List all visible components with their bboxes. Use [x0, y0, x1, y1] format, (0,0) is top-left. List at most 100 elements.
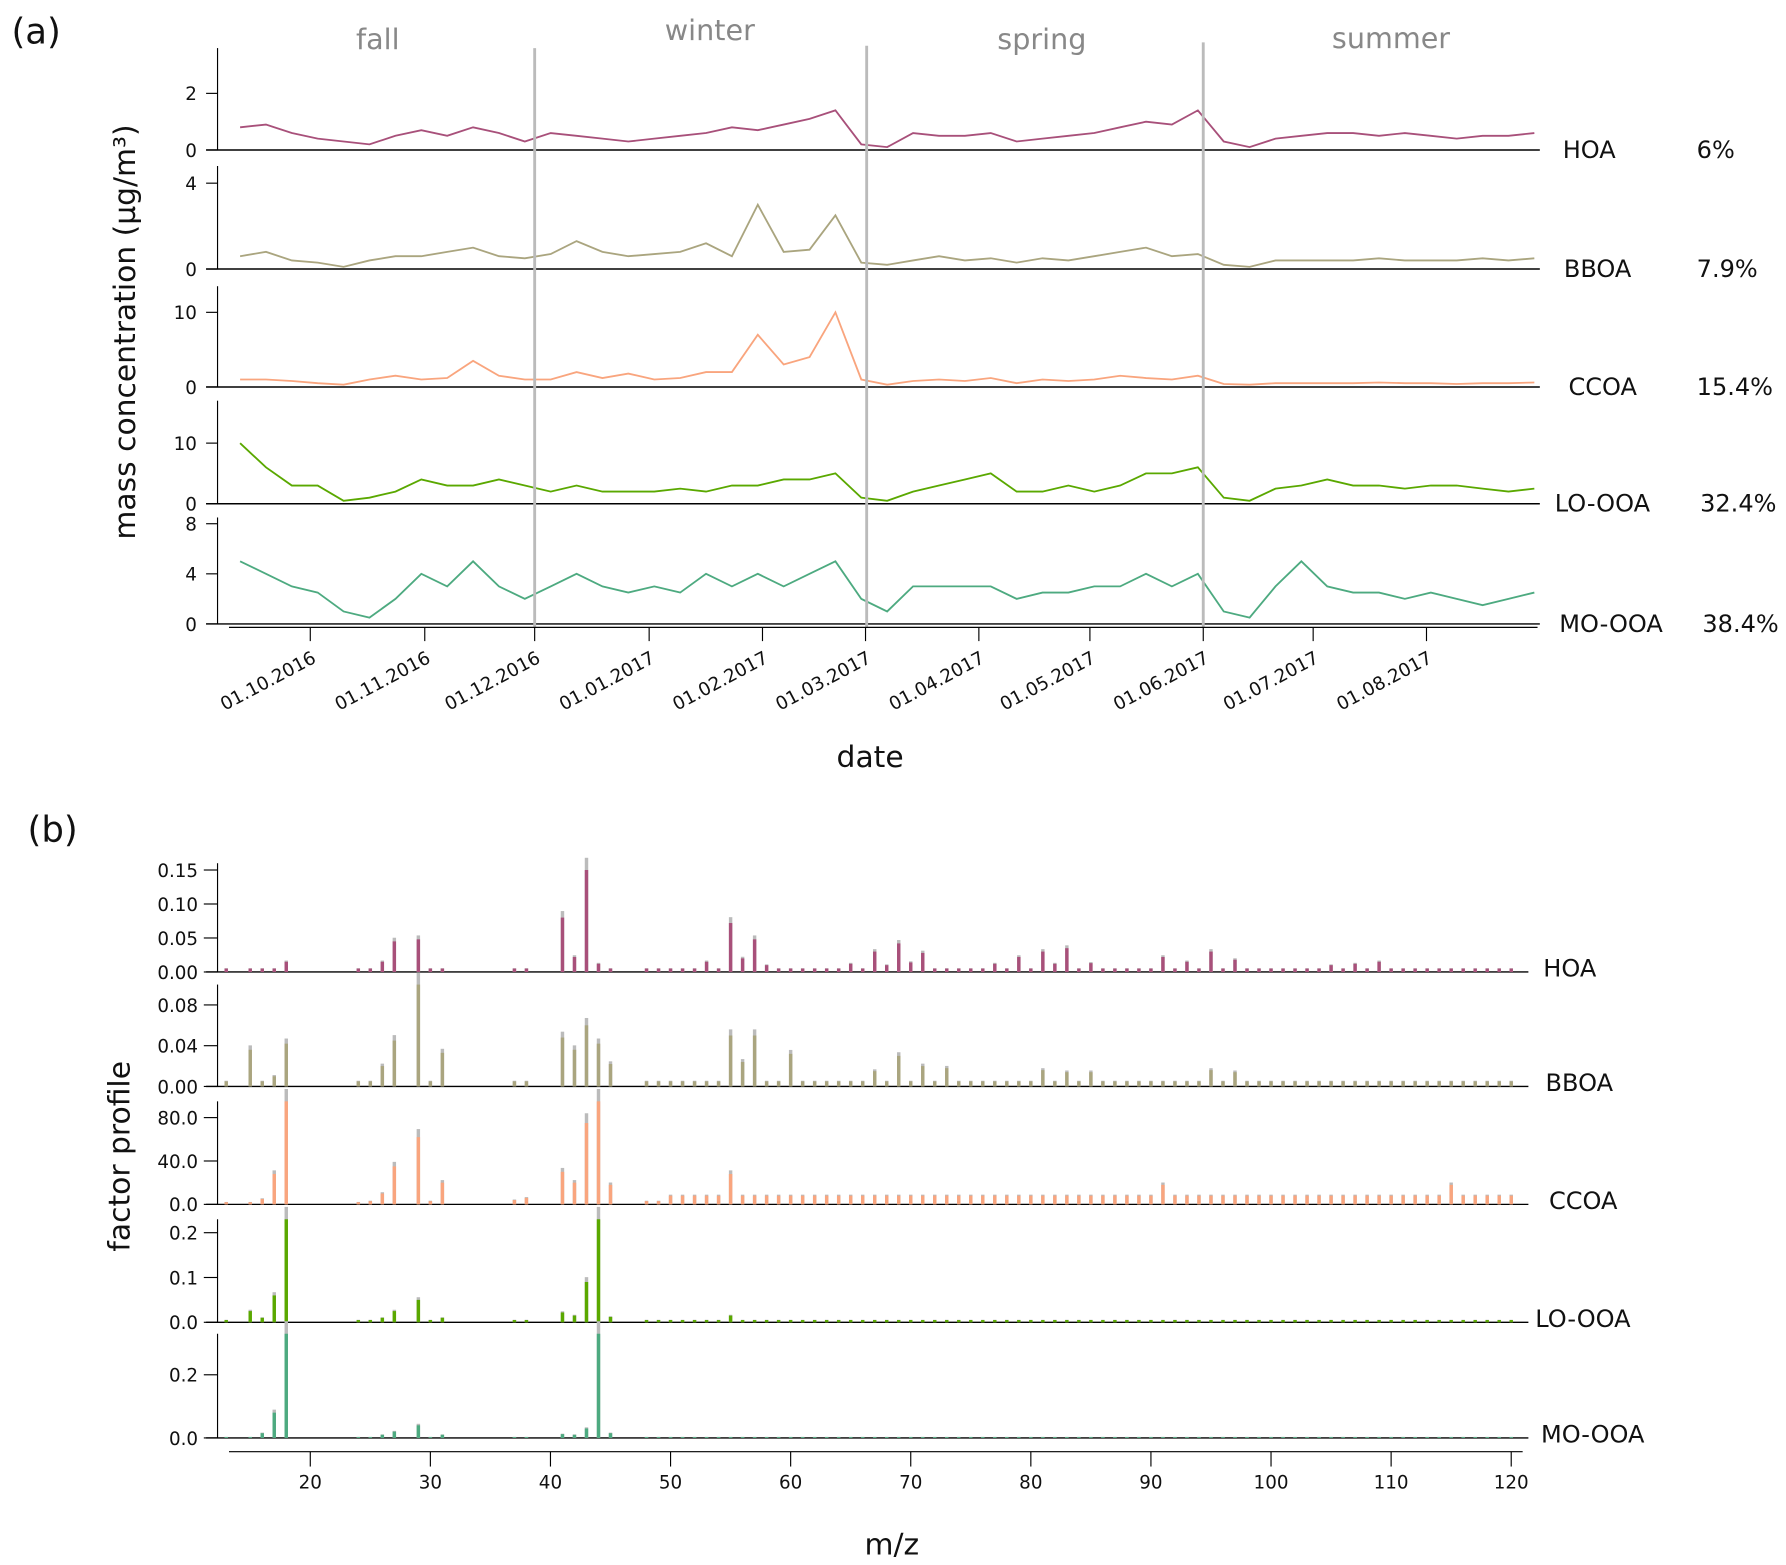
bar-mz78-bboa — [1005, 1081, 1009, 1087]
bar-mz50-mo-ooa — [668, 1436, 673, 1438]
bar-mz29-lo-ooa — [416, 1299, 421, 1323]
factor-share-lo-ooa: 32.4% — [1700, 490, 1776, 518]
bar-mz42-ccoa — [572, 1182, 577, 1205]
y-tick-label-ccoa: 10 — [174, 303, 197, 324]
bar-mz55-lo-ooa — [728, 1315, 733, 1323]
bar-mz65-mo-ooa — [848, 1436, 853, 1438]
x-tick-label: 30 — [419, 1472, 442, 1493]
bar-mz42-hoa — [572, 957, 577, 972]
bar-mz92-bboa — [1173, 1081, 1177, 1087]
bar-mz78-hoa — [1005, 968, 1009, 972]
x-tick-label: 01.11.2016 — [332, 648, 434, 716]
series-line-lo-ooa — [239, 442, 1535, 502]
bar-mz108-mo-ooa — [1365, 1436, 1369, 1438]
bar-mz48-bboa — [644, 1081, 649, 1087]
y-tick-label-bboa: 0 — [185, 260, 197, 281]
bar-mz70-lo-ooa — [909, 1320, 913, 1323]
bar-mz92-hoa — [1173, 968, 1177, 972]
factor-name-lo-ooa: LO-OOA — [1555, 490, 1651, 518]
y-tick-label-bboa: 4 — [185, 174, 197, 195]
bar-mz66-ccoa — [860, 1195, 865, 1205]
x-tick-label: 60 — [779, 1472, 802, 1493]
bar-mz100-hoa — [1269, 968, 1273, 972]
bar-mz54-bboa — [716, 1081, 721, 1087]
bar-mz89-bboa — [1137, 1081, 1141, 1087]
bar-mz66-bboa — [860, 1081, 865, 1087]
bar-mz110-mo-ooa — [1389, 1436, 1393, 1438]
bar-mz94-bboa — [1197, 1081, 1201, 1087]
bar-mz97-lo-ooa — [1233, 1320, 1237, 1323]
bar-mz52-ccoa — [692, 1195, 697, 1205]
x-tick-label: 40 — [539, 1472, 562, 1493]
bar-mz62-lo-ooa — [812, 1320, 817, 1323]
bar-mz115-ccoa — [1449, 1184, 1453, 1205]
season-label-fall: fall — [356, 22, 400, 56]
bar-mz69-mo-ooa — [897, 1436, 901, 1438]
bar-mz101-mo-ooa — [1281, 1436, 1285, 1438]
bar-mz114-mo-ooa — [1437, 1436, 1441, 1438]
bar-mz55-ccoa — [728, 1174, 733, 1205]
bar-mz92-lo-ooa — [1173, 1320, 1177, 1323]
bar-mz80-ccoa — [1029, 1195, 1033, 1205]
bar-mz57-hoa — [752, 939, 757, 972]
bar-mz116-bboa — [1461, 1081, 1465, 1087]
x-tick-label: 01.05.2017 — [997, 648, 1099, 716]
bar-mz67-hoa — [872, 951, 877, 972]
y-tick-label-mo-ooa: 4 — [185, 565, 197, 586]
bar-mz103-mo-ooa — [1305, 1436, 1309, 1438]
bar-mz91-mo-ooa — [1161, 1436, 1165, 1438]
bar-mz59-mo-ooa — [776, 1436, 781, 1438]
bar-mz87-bboa — [1113, 1081, 1117, 1087]
bar-mz96-bboa — [1221, 1081, 1225, 1087]
x-tick-label: 70 — [899, 1472, 922, 1493]
bar-mz106-mo-ooa — [1341, 1436, 1345, 1438]
bar-mz108-hoa — [1365, 968, 1369, 972]
factor-share-bboa: 7.9% — [1697, 255, 1758, 283]
bar-mz107-hoa — [1353, 963, 1357, 972]
bar-mz24-ccoa — [356, 1202, 361, 1205]
bar-mz64-hoa — [836, 968, 841, 972]
bar-mz41-lo-ooa — [560, 1312, 565, 1323]
bar-mz76-ccoa — [981, 1195, 985, 1205]
factor-name-b-bboa: BBOA — [1546, 1069, 1614, 1097]
bar-mz110-hoa — [1389, 968, 1393, 972]
bar-mz60-ccoa — [788, 1195, 793, 1205]
panel-b-label: (b) — [27, 809, 77, 850]
bar-mz85-ccoa — [1089, 1195, 1093, 1205]
bar-mz49-hoa — [656, 968, 661, 972]
bar-mz115-hoa — [1449, 968, 1453, 972]
bar-mz58-hoa — [764, 965, 769, 972]
bar-mz69-lo-ooa — [897, 1320, 901, 1323]
bar-mz91-lo-ooa — [1161, 1320, 1165, 1323]
season-label-winter: winter — [665, 13, 755, 47]
bar-mz91-hoa — [1161, 957, 1165, 972]
bar-mz89-hoa — [1137, 968, 1141, 972]
bar-mz85-lo-ooa — [1089, 1320, 1093, 1323]
bar-mz56-mo-ooa — [740, 1436, 745, 1438]
bar-mz77-bboa — [993, 1081, 997, 1087]
bar-mz31-bboa — [440, 1052, 445, 1087]
bar-mz84-bboa — [1077, 1081, 1081, 1087]
bar-mz79-ccoa — [1017, 1195, 1021, 1205]
bar-mz83-bboa — [1065, 1072, 1069, 1087]
x-tick-label: 100 — [1254, 1472, 1289, 1493]
bar-mz74-mo-ooa — [957, 1436, 961, 1438]
panel-a-plots: 0 2 HOA 6% 0 4 BBOA 7.9% 0 10 CCOA 15.4% 0 10 LO-OOA 32… — [174, 42, 1779, 715]
bar-mz91-ccoa — [1161, 1184, 1165, 1205]
bar-mz48-ccoa — [644, 1201, 649, 1205]
bar-mz114-ccoa — [1437, 1195, 1441, 1205]
bar-mz118-ccoa — [1485, 1195, 1489, 1205]
bar-mz114-lo-ooa — [1437, 1320, 1441, 1323]
bar-mz74-lo-ooa — [957, 1320, 961, 1323]
bar-mz92-ccoa — [1173, 1195, 1177, 1205]
bar-mz15-ccoa — [248, 1202, 252, 1205]
bar-mz29-mo-ooa — [416, 1425, 421, 1438]
bar-mz52-hoa — [692, 968, 697, 972]
bar-mz68-mo-ooa — [885, 1436, 889, 1438]
factor-name-hoa: HOA — [1563, 136, 1617, 164]
bar-mz120-bboa — [1509, 1081, 1513, 1087]
bar-mz73-lo-ooa — [945, 1320, 949, 1323]
bar-mz51-ccoa — [680, 1195, 685, 1205]
bar-mz50-lo-ooa — [668, 1320, 673, 1323]
x-tick-label: 01.02.2017 — [669, 648, 771, 716]
